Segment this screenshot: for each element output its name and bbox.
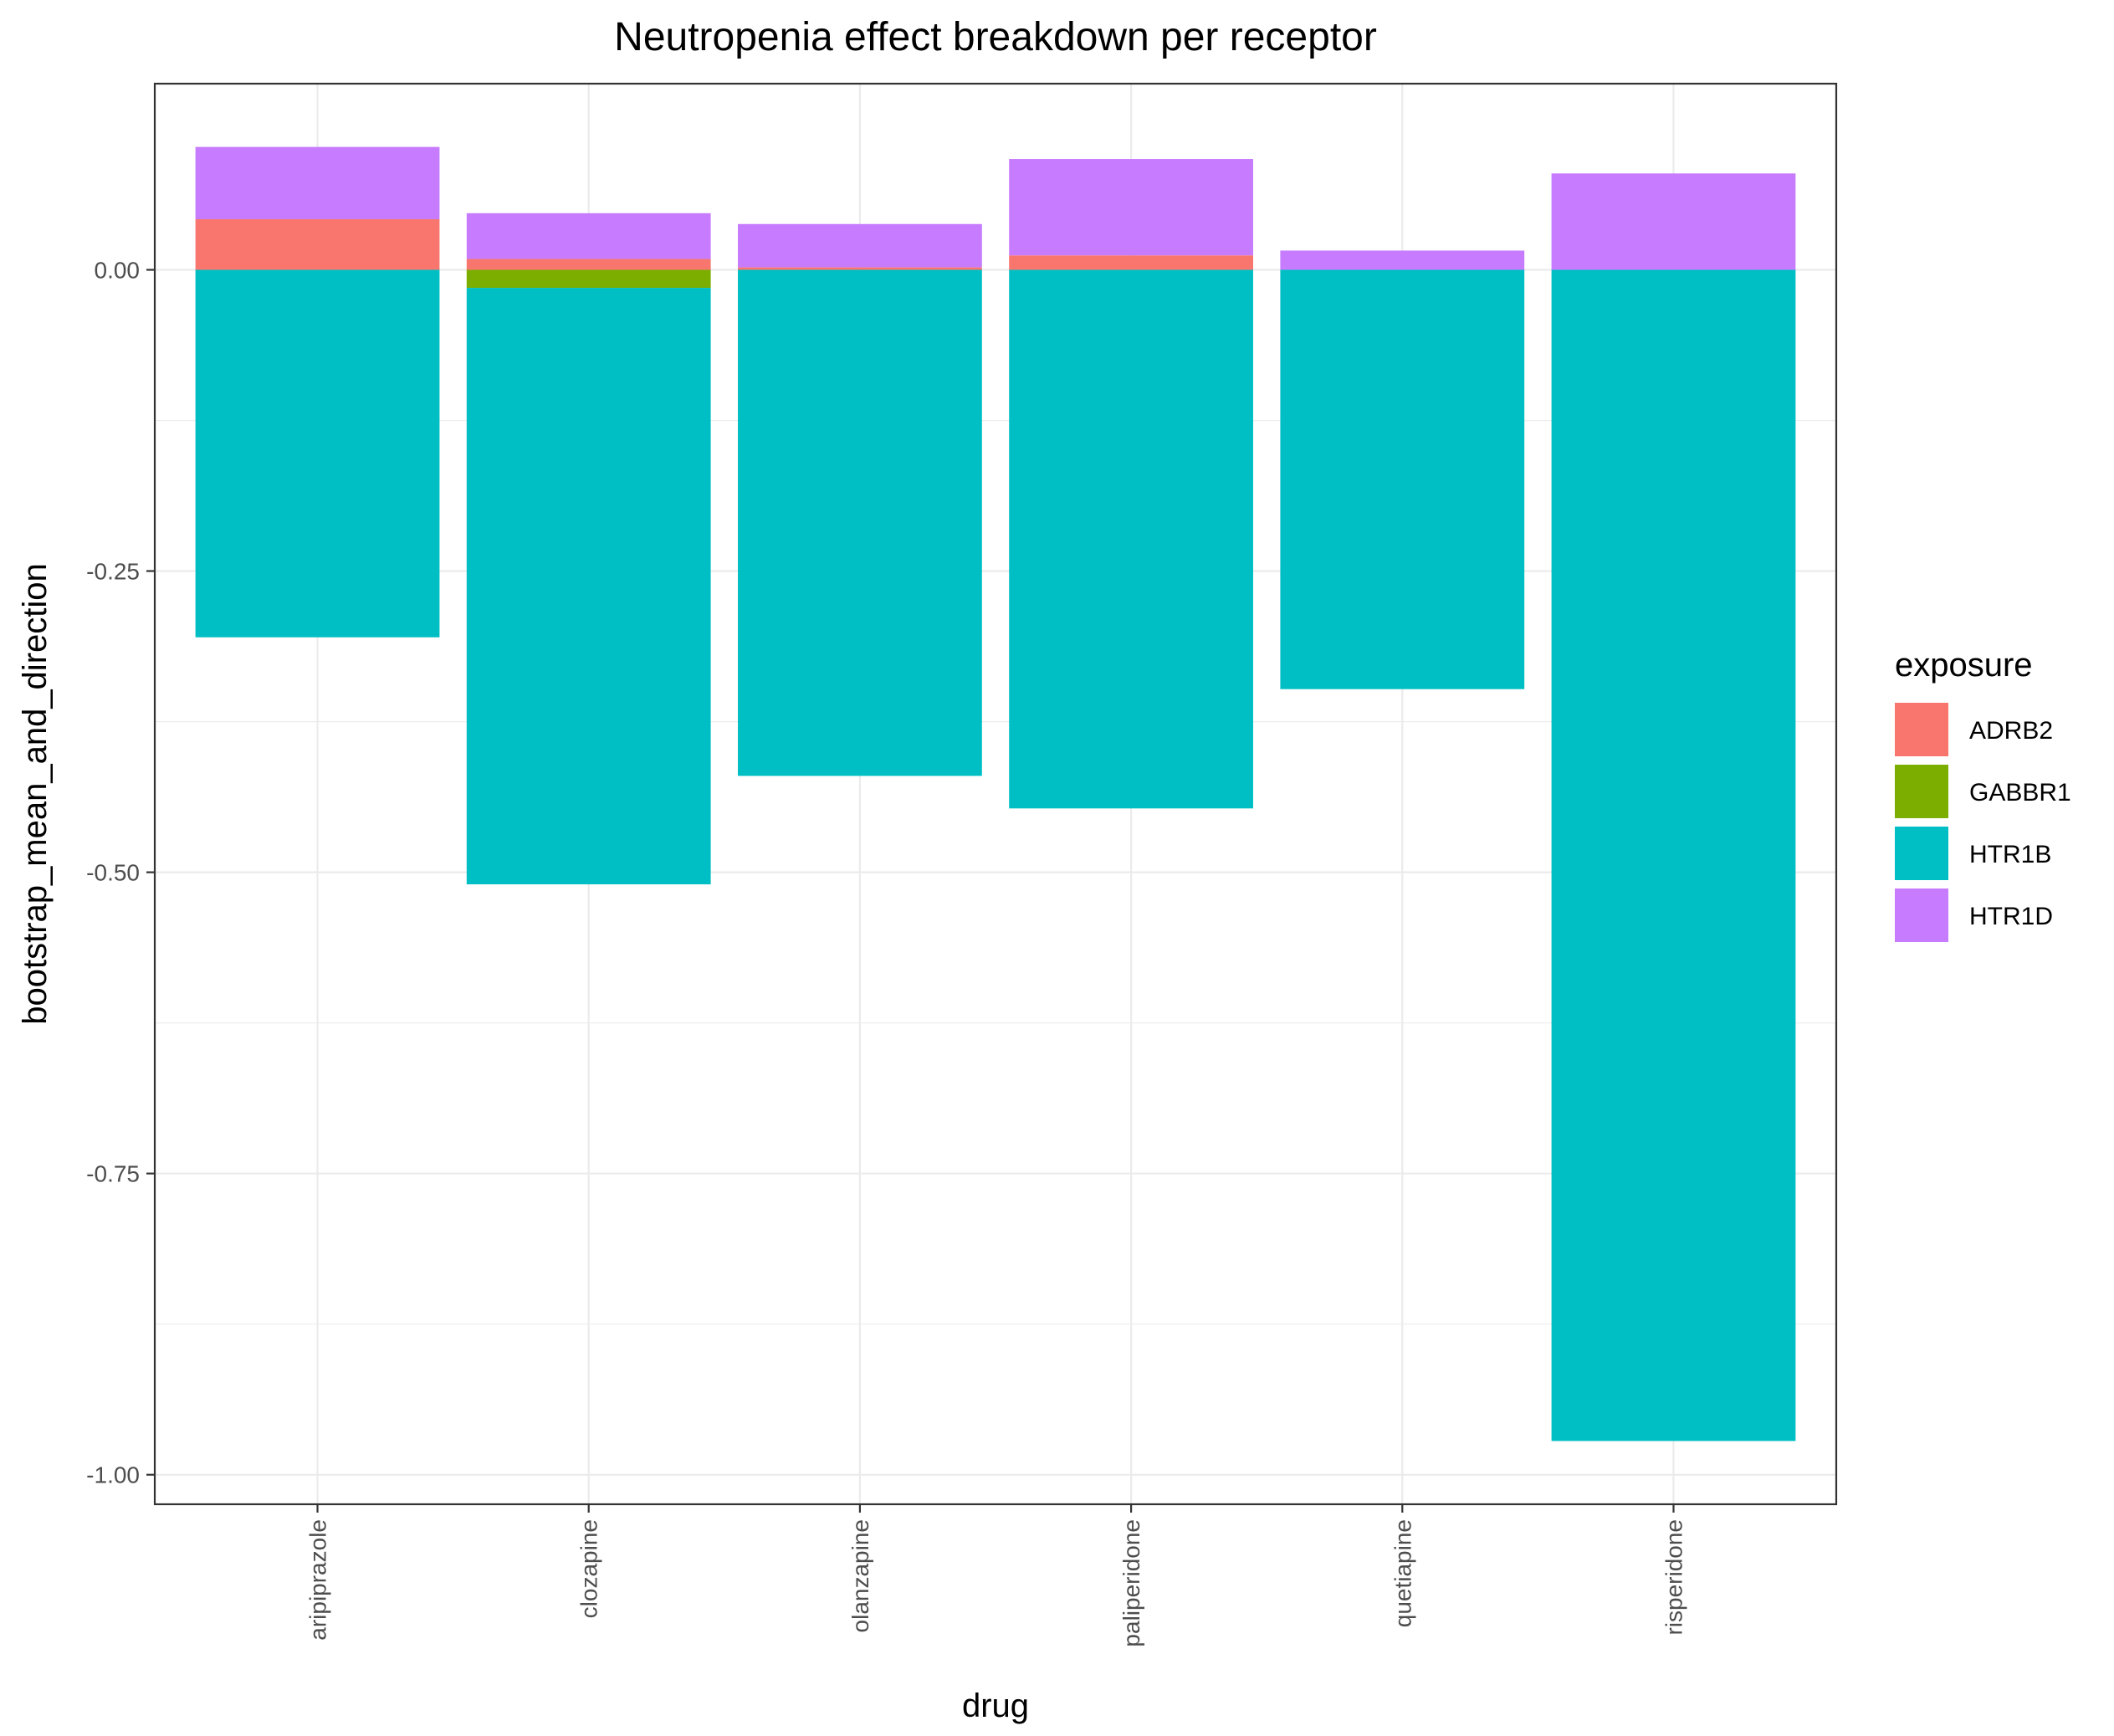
bar-quetiapine-HTR1D <box>1280 250 1525 270</box>
legend-items: ADRB2 GABBR1 HTR1B HTR1D <box>1895 703 2071 942</box>
legend-title: exposure <box>1895 647 2033 684</box>
bar-risperidone-HTR1D <box>1551 173 1796 270</box>
panel-border <box>153 82 1838 1506</box>
axes: 0.00 -0.25 -0.50 -0.75 -1.00 aripiprazole cloz… <box>86 258 1687 1647</box>
legend-label-HTR1D: HTR1D <box>1969 903 2053 930</box>
x-tick-label-olanzapine: olanzapine <box>847 1519 873 1632</box>
bar-aripiprazole-ADRB2 <box>195 219 440 270</box>
bar-clozapine-ADRB2 <box>466 259 711 270</box>
bar-risperidone-HTR1B <box>1551 269 1796 1442</box>
x-tick-label-clozapine: clozapine <box>576 1519 602 1618</box>
legend-label-HTR1B: HTR1B <box>1969 841 2051 868</box>
x-axis-title: drug <box>962 1687 1029 1724</box>
bar-quetiapine-HTR1B <box>1280 269 1525 689</box>
bar-paliperidone-HTR1B <box>1009 269 1253 809</box>
y-tick-label: -0.50 <box>86 860 140 886</box>
y-tick-label: -0.75 <box>86 1161 140 1187</box>
y-tick-label: -1.00 <box>86 1462 140 1488</box>
legend: exposure ADRB2 GABBR1 HTR1B HTR1D <box>1895 647 2071 942</box>
bar-clozapine-HTR1D <box>466 213 711 259</box>
x-tick-label-aripiprazole: aripiprazole <box>305 1519 331 1641</box>
x-tick-label-paliperidone: paliperidone <box>1118 1519 1144 1647</box>
legend-label-GABBR1: GABBR1 <box>1969 779 2071 807</box>
x-tick-label-risperidone: risperidone <box>1661 1519 1687 1636</box>
x-tick-label-quetiapine: quetiapine <box>1390 1519 1415 1627</box>
bars <box>195 146 1796 1442</box>
bar-aripiprazole-HTR1B <box>195 269 440 638</box>
legend-key-ADRB2 <box>1895 703 1948 756</box>
bar-aripiprazole-HTR1D <box>195 146 440 220</box>
y-tick-label: -0.25 <box>86 559 140 585</box>
y-axis-title: bootstrap_mean_and_direction <box>17 563 54 1025</box>
legend-key-GABBR1 <box>1895 765 1948 818</box>
bar-olanzapine-ADRB2 <box>738 267 982 270</box>
legend-key-HTR1D <box>1895 888 1948 942</box>
bar-clozapine-HTR1B <box>466 288 711 885</box>
y-tick-label: 0.00 <box>95 258 141 284</box>
legend-label-ADRB2: ADRB2 <box>1969 717 2053 745</box>
bar-olanzapine-HTR1D <box>738 223 982 268</box>
legend-key-HTR1B <box>1895 827 1948 880</box>
bar-paliperidone-ADRB2 <box>1009 255 1253 270</box>
bar-paliperidone-HTR1D <box>1009 159 1253 256</box>
bar-olanzapine-HTR1B <box>738 269 982 776</box>
bar-clozapine-GABBR1 <box>466 269 711 289</box>
chart-title: Neutropenia effect breakdown per recepto… <box>614 15 1377 59</box>
